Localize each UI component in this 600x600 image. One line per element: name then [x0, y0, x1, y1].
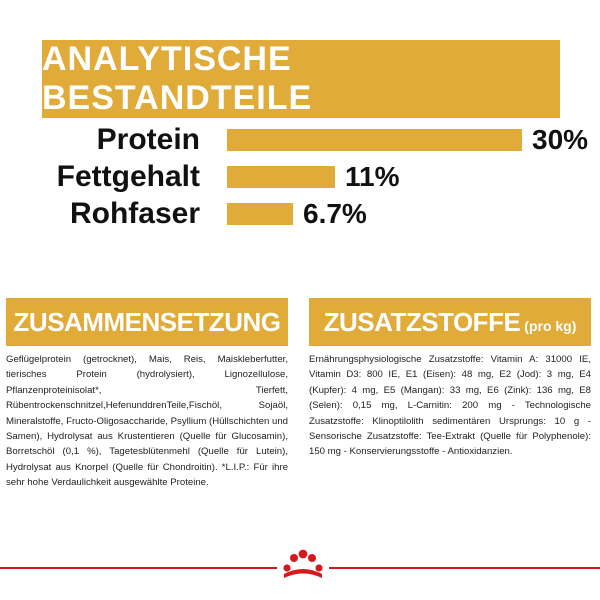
additives-title: ZUSATZSTOFFE	[323, 306, 521, 337]
analysis-row-rohfaser: Rohfaser 6.7%	[0, 197, 600, 231]
additives-header: ZUSATZSTOFFE (pro kg)	[309, 298, 591, 346]
additives-text: Ernährungsphysiologische Zusatzstoffe: V…	[309, 354, 591, 458]
composition-header: ZUSAMMENSETZUNG	[6, 298, 288, 346]
analysis-row-protein: Protein 30%	[0, 123, 600, 157]
analysis-value: 6.7%	[303, 198, 367, 229]
footer-line-right	[329, 567, 600, 569]
analysis-value: 11%	[345, 161, 400, 192]
analysis-value: 30%	[532, 124, 589, 155]
composition-title: ZUSAMMENSETZUNG	[13, 306, 281, 337]
analysis-label: Rohfaser	[69, 197, 200, 230]
footer-line-left	[0, 567, 277, 569]
analysis-title: ANALYTISCHE BESTANDTEILE	[42, 40, 313, 117]
additives-title-suffix: (pro kg)	[524, 318, 577, 334]
analysis-label: Protein	[96, 123, 200, 156]
analysis-row-fettgehalt: Fettgehalt 11%	[0, 160, 600, 194]
analysis-label: Fettgehalt	[56, 160, 200, 193]
analysis-bar	[227, 203, 293, 225]
composition-text: Geflügelprotein (getrocknet), Mais, Reis…	[6, 354, 288, 489]
analysis-bar	[227, 166, 335, 188]
analysis-title-banner: ANALYTISCHE BESTANDTEILE	[42, 40, 560, 118]
analysis-bar	[227, 129, 522, 151]
royal-canin-crown-icon	[283, 549, 323, 578]
